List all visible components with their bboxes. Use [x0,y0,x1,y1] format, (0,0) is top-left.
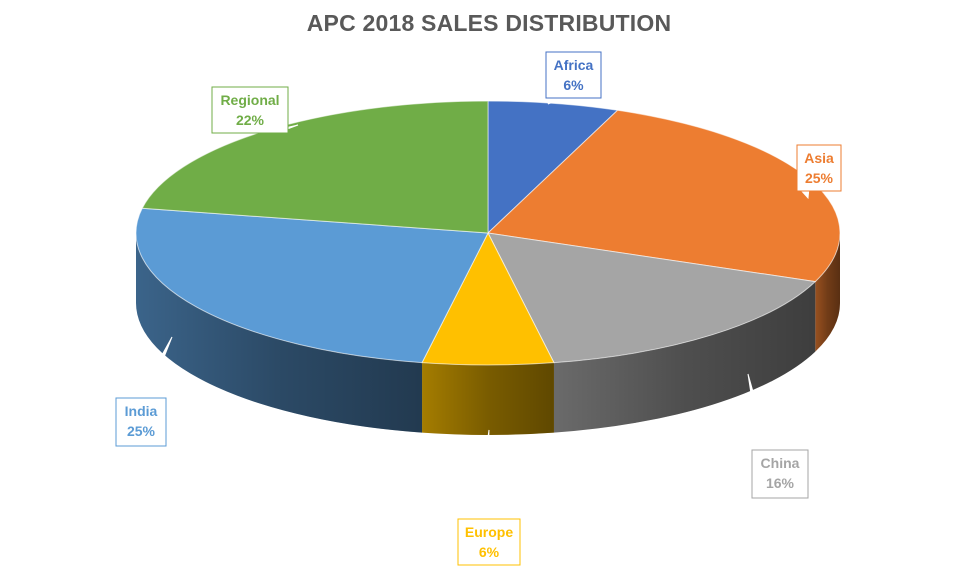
pie-side-shading-india [136,233,423,433]
data-label-value: 25% [805,170,834,186]
data-label-regional: Regional 22% [211,86,299,134]
data-label-china: China 16% [747,373,809,499]
callout-pointer [136,336,173,401]
callout-box [211,86,289,134]
callout-box [545,51,602,99]
pie-slice-africa [487,100,619,235]
pie-slice-india [135,207,489,364]
data-label-name: Asia [804,150,834,166]
data-label-value: 25% [127,423,156,439]
data-label-value: 6% [479,544,500,560]
data-label-name: Europe [465,524,513,540]
pie-slice-europe [421,231,555,366]
data-label-value: 22% [236,112,265,128]
pie-side-shading-asia [815,233,840,352]
pie-slice-china [487,232,817,364]
data-label-value: 16% [766,475,795,491]
pie-side-shading-europe [422,362,554,435]
callout-pointer [475,429,490,522]
data-label-asia: Asia 25% [796,144,842,200]
chart-title: APC 2018 SALES DISTRIBUTION [306,10,672,36]
pie-side-shading-china [553,281,816,433]
callout-box [115,397,167,447]
callout-box [457,518,521,566]
data-label-name: India [125,403,158,419]
data-label-africa: Africa 6% [545,51,602,105]
data-label-name: Africa [554,57,594,73]
data-label-name: Regional [220,92,279,108]
callout-box [751,449,809,499]
data-label-india: India 25% [115,336,173,447]
data-label-name: China [761,455,800,471]
data-label-value: 6% [563,77,584,93]
callout-box [796,144,842,192]
data-label-europe: Europe 6% [457,429,521,566]
